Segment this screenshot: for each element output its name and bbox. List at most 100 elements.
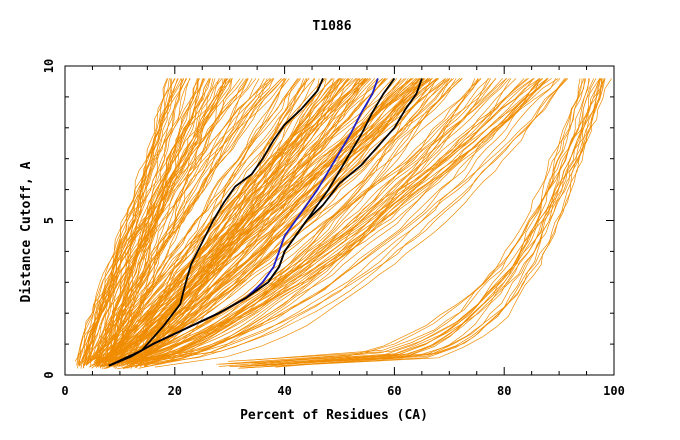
model-curve <box>88 78 378 368</box>
model-curve <box>251 78 602 365</box>
model-curve <box>99 78 446 368</box>
model-curve <box>84 78 179 364</box>
x-tick-label: 0 <box>61 384 68 398</box>
model-curve <box>240 78 612 368</box>
model-curve <box>111 78 211 367</box>
model-curve <box>117 78 182 365</box>
model-curve <box>94 78 426 362</box>
model-curve <box>235 78 601 367</box>
model-curve <box>93 78 334 363</box>
model-curve <box>94 78 544 364</box>
x-tick-label: 80 <box>497 384 511 398</box>
model-curve <box>114 78 335 361</box>
model-curve <box>113 78 557 364</box>
model-curve <box>101 78 333 369</box>
model-curve <box>151 78 489 366</box>
model-curve <box>86 78 354 364</box>
model-curve <box>85 78 260 366</box>
x-tick-label: 60 <box>387 384 401 398</box>
model-curve <box>110 78 407 366</box>
y-tick-label: 0 <box>42 371 56 378</box>
model-curve <box>111 78 316 365</box>
model-curve <box>103 78 497 370</box>
model-curve <box>110 78 168 364</box>
model-curve <box>140 78 388 361</box>
model-curve <box>138 78 548 369</box>
model-curve <box>135 78 438 365</box>
model-curve <box>94 78 364 362</box>
y-axis-label: Distance Cutoff, A <box>19 161 34 302</box>
model-curve <box>109 78 451 361</box>
model-curve <box>262 78 601 367</box>
model-curve <box>139 78 565 362</box>
model-curve <box>142 78 542 360</box>
model-curve <box>123 78 567 369</box>
model-curve <box>112 78 249 367</box>
model-curve <box>116 78 567 370</box>
model-curve <box>118 78 360 367</box>
model-curve <box>121 78 419 364</box>
model-curve <box>105 78 429 369</box>
model-curve <box>115 78 216 363</box>
model-curve <box>266 78 590 366</box>
model-curve <box>125 78 366 366</box>
model-curve <box>90 78 529 361</box>
model-curve <box>111 78 265 362</box>
model-curve <box>106 78 360 369</box>
model-curve <box>128 78 344 368</box>
model-curve <box>109 78 211 363</box>
model-curve <box>122 78 552 361</box>
x-tick-label: 20 <box>168 384 182 398</box>
y-tick-label: 10 <box>42 59 56 73</box>
model-curve <box>126 78 433 364</box>
model-curve <box>130 78 320 366</box>
model-curve <box>101 78 440 362</box>
model-curve <box>96 78 358 367</box>
model-curve <box>108 78 191 368</box>
model-curve <box>76 78 233 369</box>
model-curve <box>94 78 490 364</box>
model-curve <box>154 78 569 368</box>
x-axis-label: Percent of Residues (CA) <box>240 408 428 423</box>
model-curve <box>139 78 342 368</box>
model-curve <box>255 78 583 366</box>
model-curve <box>122 78 561 369</box>
plot-area: 0 20 40 60 80 100 0 5 10 <box>42 59 625 398</box>
model-curve <box>98 78 541 364</box>
model-curve <box>122 78 512 369</box>
x-tick-label: 100 <box>603 384 625 398</box>
model-curve <box>87 78 351 360</box>
model-curve <box>116 78 350 365</box>
model-curve <box>82 78 198 361</box>
model-curve <box>99 78 429 363</box>
model-curve <box>89 78 418 361</box>
y-tick-label: 5 <box>42 217 56 224</box>
model-curve <box>83 78 169 363</box>
model-curve <box>90 78 343 367</box>
model-curve <box>85 78 275 365</box>
model-curve <box>267 78 591 366</box>
chart-title: T1086 <box>312 19 351 34</box>
x-tick-label: 40 <box>277 384 291 398</box>
model-curve <box>104 78 422 363</box>
model-curve <box>118 78 431 364</box>
model-curve <box>143 78 540 367</box>
model-curve <box>91 78 525 366</box>
model-curve <box>96 78 287 366</box>
model-curve <box>229 78 605 367</box>
model-curve <box>98 78 206 361</box>
model-curve <box>104 78 224 366</box>
model-curve <box>238 78 581 369</box>
model-curve <box>89 78 188 361</box>
model-curve <box>97 78 282 365</box>
model-curve <box>132 78 416 363</box>
series-line-3 <box>108 78 423 367</box>
model-curve <box>86 78 285 362</box>
model-curve <box>270 78 606 366</box>
model-curve <box>254 78 585 364</box>
model-curve <box>109 78 507 366</box>
model-curve <box>76 78 253 366</box>
model-curve <box>94 78 409 364</box>
model-curve <box>143 78 534 367</box>
